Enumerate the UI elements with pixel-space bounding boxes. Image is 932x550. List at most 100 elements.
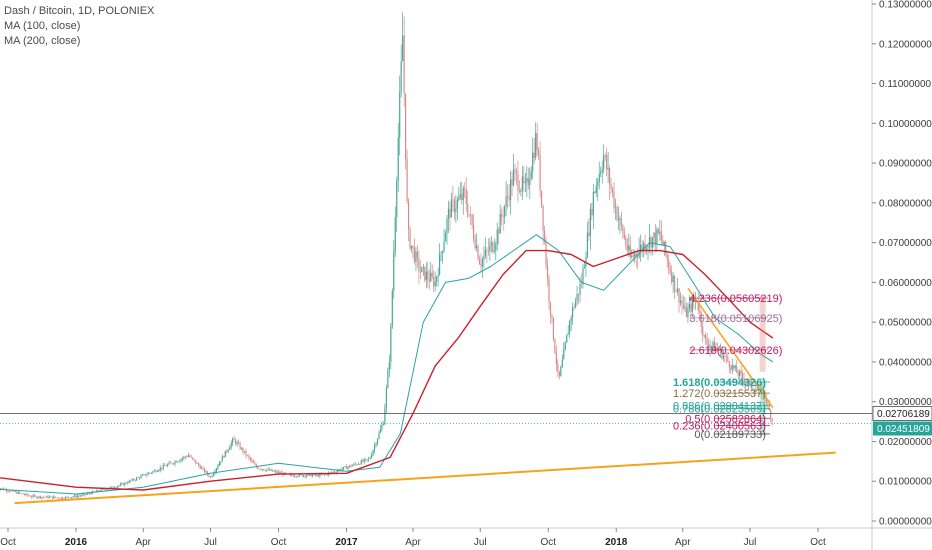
- candle-body: [246, 455, 249, 456]
- y-tick-label: 0.04000000: [879, 357, 932, 368]
- candle-body: [1, 488, 3, 489]
- candle-body: [496, 229, 498, 245]
- candle-body: [512, 169, 515, 186]
- candle-body: [359, 464, 361, 465]
- candle-body: [400, 61, 402, 93]
- candle-body: [672, 275, 674, 283]
- candle-body: [484, 249, 487, 256]
- candle-body: [449, 208, 451, 218]
- candle-body: [572, 307, 574, 318]
- candle-body: [486, 249, 488, 251]
- candle-body: [285, 472, 287, 474]
- candle-body: [295, 476, 297, 477]
- candle-body: [125, 482, 127, 484]
- candle-body: [583, 266, 586, 269]
- candle-body: [44, 497, 46, 498]
- legend-symbol[interactable]: Dash / Bitcoin, 1D, POLONIEX: [4, 5, 155, 17]
- candle-body: [320, 474, 322, 475]
- candle-body: [567, 333, 569, 335]
- candle-body: [158, 470, 160, 472]
- candle-body: [379, 428, 382, 433]
- candle-body: [174, 461, 176, 464]
- candle-body: [461, 194, 463, 201]
- legend-ma100[interactable]: MA (100, close): [4, 20, 81, 32]
- candle-body: [399, 92, 401, 138]
- candle-body: [573, 307, 575, 308]
- candle-body: [734, 366, 736, 369]
- candle-body: [708, 344, 710, 349]
- candle-body: [20, 493, 22, 494]
- candle-body: [242, 448, 244, 453]
- x-tick-label: Jul: [474, 537, 487, 548]
- support-trendline[interactable]: [14, 451, 836, 505]
- candle-body: [161, 467, 163, 469]
- candle-body: [202, 467, 204, 469]
- candle-body: [323, 474, 325, 476]
- candle-body: [87, 493, 89, 495]
- candle-body: [529, 179, 531, 186]
- candle-body: [60, 497, 62, 499]
- fib-retracement-label: 1.618(0.03494326): [673, 377, 766, 389]
- candle-body: [326, 474, 328, 475]
- candle-body: [155, 470, 157, 472]
- candle-body: [227, 449, 229, 452]
- candle-body: [41, 497, 43, 498]
- candle-body: [524, 181, 526, 184]
- candle-body: [322, 474, 324, 476]
- x-tick-label: Apr: [675, 537, 691, 548]
- candle-body: [740, 371, 742, 374]
- candle-body: [96, 490, 98, 492]
- last-price-tag-bg: [873, 421, 932, 436]
- candle-body: [410, 245, 413, 249]
- candle-body: [189, 455, 191, 457]
- candle-body: [279, 472, 281, 474]
- candle-body: [152, 471, 154, 473]
- candle-body: [310, 473, 312, 477]
- candle-body: [325, 474, 327, 475]
- candle-body: [25, 493, 27, 495]
- legend-ma200[interactable]: MA (200, close): [4, 35, 81, 47]
- candle-body: [526, 178, 528, 182]
- candle-body: [277, 472, 280, 473]
- candle-body: [373, 445, 376, 451]
- candle-body: [697, 301, 699, 311]
- candle-body: [637, 255, 639, 258]
- candle-body: [307, 474, 309, 476]
- candle-body: [617, 219, 620, 221]
- candle-body: [305, 475, 308, 477]
- candle-body: [137, 477, 139, 478]
- candle-body: [509, 179, 512, 201]
- candle-body: [650, 236, 652, 248]
- candle-body: [441, 251, 444, 253]
- candle-body: [613, 192, 615, 208]
- candle-body: [339, 469, 342, 471]
- fib-retracement-label: 0(0.02189733): [694, 429, 766, 441]
- candle-body: [561, 359, 563, 368]
- y-tick-label: 0.01000000: [879, 477, 932, 488]
- candle-body: [264, 470, 266, 471]
- candle-body: [178, 460, 181, 462]
- candle-body: [254, 463, 256, 465]
- candle-body: [184, 456, 186, 458]
- resistance-trendline[interactable]: [687, 287, 774, 409]
- candle-body: [363, 459, 365, 462]
- candle-body: [425, 271, 427, 281]
- candle-body: [558, 371, 560, 377]
- fib-extension-shade: [759, 296, 766, 372]
- candle-body: [69, 497, 71, 499]
- candle-body: [755, 390, 757, 392]
- candle-body: [245, 451, 247, 456]
- candle-body: [186, 456, 188, 458]
- candle-body: [8, 491, 11, 492]
- candle-body: [478, 259, 481, 265]
- candle-body: [50, 496, 52, 498]
- candle-body: [366, 459, 368, 460]
- candle-body: [240, 448, 243, 449]
- candle-body: [431, 272, 433, 277]
- candle-body: [700, 312, 702, 327]
- candle-body: [394, 217, 396, 252]
- candle-body: [487, 250, 489, 252]
- candle-body: [203, 468, 206, 473]
- candle-body: [538, 150, 540, 156]
